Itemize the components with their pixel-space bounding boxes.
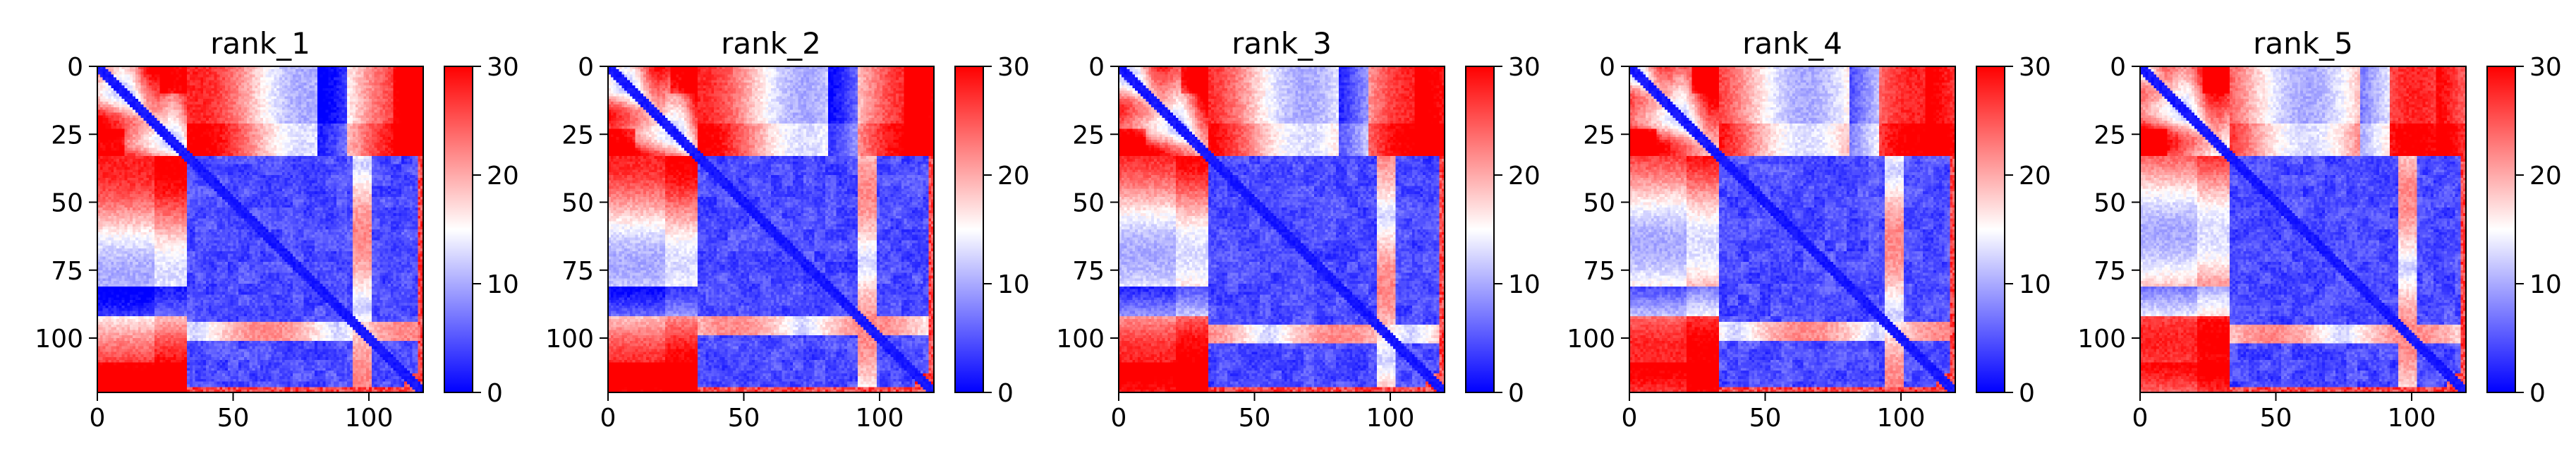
colorbar-tick-label: 30 bbox=[997, 53, 1030, 82]
colorbar-tick-label: 0 bbox=[2529, 379, 2546, 408]
colorbar bbox=[1976, 66, 2005, 393]
x-tick-label: 0 bbox=[1622, 404, 1638, 433]
y-tick-label: 25 bbox=[561, 121, 594, 150]
colorbar-tick-label: 30 bbox=[487, 53, 519, 82]
y-tick-label: 100 bbox=[2077, 325, 2126, 354]
y-tick-label: 25 bbox=[2094, 121, 2126, 150]
heatmap-frame bbox=[1629, 66, 1956, 393]
y-tick-label: 50 bbox=[561, 189, 594, 218]
x-tick-label: 100 bbox=[856, 404, 904, 433]
heatmap-image bbox=[97, 66, 423, 392]
heatmap-image bbox=[1119, 66, 1445, 392]
y-tick-label: 75 bbox=[51, 257, 83, 286]
y-tick-label: 100 bbox=[545, 325, 594, 354]
y-tick-label: 75 bbox=[1583, 257, 1615, 286]
x-tick-label: 50 bbox=[728, 404, 760, 433]
colorbar-tick-label: 0 bbox=[2019, 379, 2035, 408]
y-tick-label: 75 bbox=[561, 257, 594, 286]
heatmap-frame bbox=[97, 66, 424, 393]
colorbar-tick-label: 0 bbox=[487, 379, 503, 408]
x-tick-label: 50 bbox=[1749, 404, 1782, 433]
panel-title: rank_2 bbox=[721, 26, 821, 61]
colorbar-tick-label: 10 bbox=[1508, 270, 1541, 299]
heatmap-frame bbox=[607, 66, 935, 393]
y-tick-label: 100 bbox=[35, 325, 83, 354]
colorbar-tick-label: 0 bbox=[997, 379, 1014, 408]
y-tick-label: 50 bbox=[1583, 189, 1615, 218]
panel-title: rank_5 bbox=[2253, 26, 2353, 61]
heatmap-image bbox=[608, 66, 934, 392]
y-tick-label: 50 bbox=[51, 189, 83, 218]
y-tick-label: 100 bbox=[1567, 325, 1615, 354]
y-tick-label: 25 bbox=[1072, 121, 1105, 150]
heatmap-frame bbox=[2139, 66, 2467, 393]
x-tick-label: 50 bbox=[217, 404, 250, 433]
colorbar-tick-label: 10 bbox=[487, 270, 519, 299]
colorbar-tick-label: 20 bbox=[1508, 162, 1541, 191]
colorbar bbox=[1465, 66, 1495, 393]
panel-title: rank_3 bbox=[1232, 26, 1332, 61]
panel-rank_2: rank_2 0 50 100 0 25 50 75 100 0 10 20 30 bbox=[545, 26, 1030, 433]
colorbar bbox=[954, 66, 984, 393]
colorbar-tick-label: 0 bbox=[1508, 379, 1524, 408]
panel-title: rank_1 bbox=[210, 26, 310, 61]
y-tick-label: 25 bbox=[1583, 121, 1615, 150]
y-tick-label: 0 bbox=[578, 53, 594, 82]
colorbar-tick-label: 10 bbox=[997, 270, 1030, 299]
y-tick-label: 0 bbox=[1599, 53, 1615, 82]
colorbar-tick-label: 10 bbox=[2019, 270, 2051, 299]
y-tick-label: 0 bbox=[67, 53, 83, 82]
colorbar-tick-label: 20 bbox=[2529, 162, 2562, 191]
y-tick-label: 75 bbox=[2094, 257, 2126, 286]
y-tick-label: 50 bbox=[2094, 189, 2126, 218]
y-tick-label: 25 bbox=[51, 121, 83, 150]
colorbar-tick-label: 20 bbox=[997, 162, 1030, 191]
x-tick-label: 100 bbox=[345, 404, 394, 433]
y-tick-label: 100 bbox=[1056, 325, 1105, 354]
colorbar bbox=[444, 66, 473, 393]
panel-rank_5: rank_5 0 50 100 0 25 50 75 100 0 10 20 30 bbox=[2077, 26, 2562, 433]
colorbar-tick-label: 10 bbox=[2529, 270, 2562, 299]
colorbar-tick-label: 30 bbox=[2529, 53, 2562, 82]
colorbar-tick-label: 30 bbox=[1508, 53, 1541, 82]
x-tick-label: 100 bbox=[2388, 404, 2436, 433]
y-tick-label: 75 bbox=[1072, 257, 1105, 286]
x-tick-label: 100 bbox=[1877, 404, 1926, 433]
heatmap-image bbox=[2140, 66, 2466, 392]
heatmap-frame bbox=[1118, 66, 1445, 393]
colorbar-tick-label: 20 bbox=[487, 162, 519, 191]
colorbar-tick-label: 30 bbox=[2019, 53, 2051, 82]
y-tick-label: 50 bbox=[1072, 189, 1105, 218]
x-tick-label: 0 bbox=[90, 404, 106, 433]
colorbar-tick-label: 20 bbox=[2019, 162, 2051, 191]
x-tick-label: 50 bbox=[1239, 404, 1271, 433]
panel-rank_4: rank_4 0 50 100 0 25 50 75 100 0 10 20 30 bbox=[1567, 26, 2051, 433]
panel-rank_3: rank_3 0 50 100 0 25 50 75 100 0 10 20 30 bbox=[1056, 26, 1541, 433]
x-tick-label: 100 bbox=[1366, 404, 1415, 433]
x-tick-label: 0 bbox=[1111, 404, 1127, 433]
x-tick-label: 0 bbox=[2132, 404, 2149, 433]
y-tick-label: 0 bbox=[2110, 53, 2126, 82]
panel-title: rank_4 bbox=[1742, 26, 1842, 61]
y-tick-label: 0 bbox=[1088, 53, 1105, 82]
panel-rank_1: rank_1 0 50 100 0 25 50 75 100 0 10 20 30 bbox=[35, 26, 519, 433]
x-tick-label: 50 bbox=[2260, 404, 2292, 433]
colorbar bbox=[2486, 66, 2516, 393]
heatmap-image bbox=[1629, 66, 1955, 392]
x-tick-label: 0 bbox=[600, 404, 616, 433]
